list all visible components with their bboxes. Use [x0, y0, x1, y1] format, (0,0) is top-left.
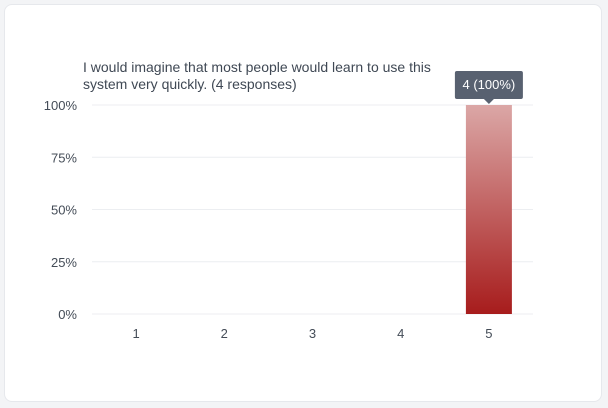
- x-tick-label: 3: [309, 326, 316, 341]
- bar-5[interactable]: [465, 105, 512, 314]
- y-tick-label: 25%: [51, 255, 77, 270]
- x-tick-label: 5: [485, 326, 492, 341]
- chart-title: I would imagine that most people would l…: [83, 59, 431, 92]
- y-tick-label: 0%: [58, 307, 77, 322]
- y-tick-label: 75%: [51, 150, 77, 165]
- x-tick-label: 2: [221, 326, 228, 341]
- x-tick-label: 4: [397, 326, 404, 341]
- y-tick-label: 100%: [44, 98, 78, 113]
- x-tick-label: 1: [132, 326, 139, 341]
- tooltip-text: 4 (100%): [463, 77, 516, 92]
- tooltip-box: [454, 71, 523, 99]
- y-tick-label: 50%: [51, 203, 77, 218]
- tooltip-pointer: [483, 99, 494, 104]
